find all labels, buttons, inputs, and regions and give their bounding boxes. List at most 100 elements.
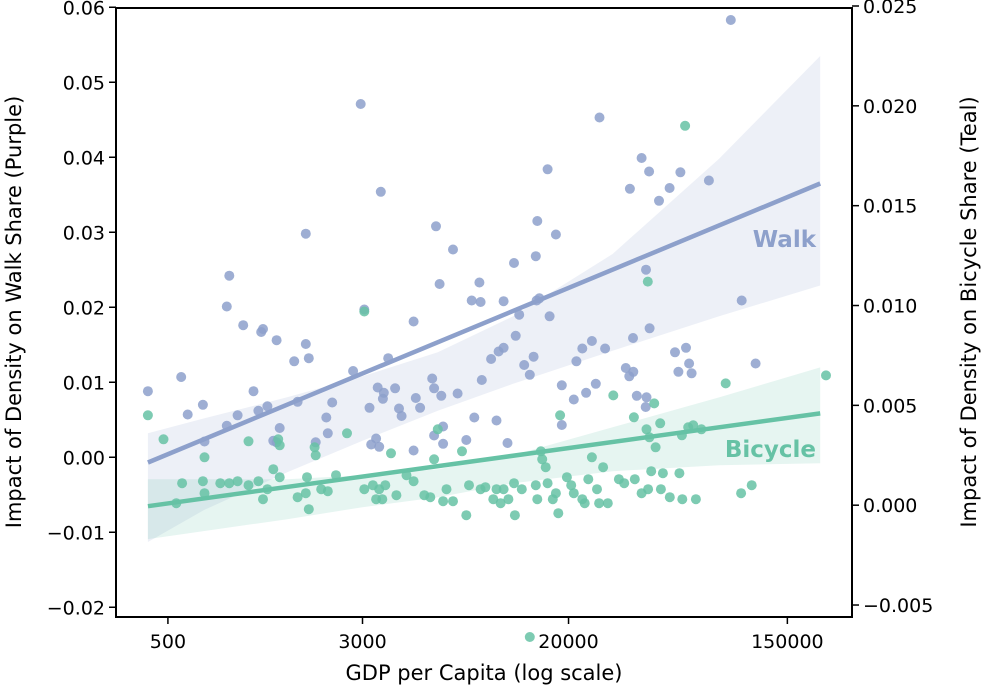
walk-point	[300, 228, 311, 239]
bicycle-point	[650, 442, 661, 453]
walk-confidence-band	[147, 56, 821, 542]
walk-point	[681, 342, 691, 353]
walk-point	[289, 356, 300, 367]
walk-point	[510, 330, 521, 341]
bicycle-point	[628, 412, 639, 423]
walk-point	[327, 397, 338, 408]
walk-point	[641, 392, 652, 403]
walk-point	[631, 390, 642, 401]
bicycle-point	[583, 474, 594, 485]
y-right-tick-label: 0.005	[863, 395, 917, 417]
walk-point	[303, 353, 314, 364]
bicycle-series-label: Bicycle	[725, 437, 816, 463]
bicycle-regression-line	[147, 411, 821, 509]
bicycle-point	[300, 488, 311, 499]
bicycle-point	[680, 120, 691, 131]
bicycle-point	[432, 424, 443, 435]
walk-point	[375, 186, 386, 197]
bicycle-point	[441, 484, 452, 495]
bicycle-point	[821, 370, 831, 381]
bicycle-point	[480, 482, 491, 493]
walk-point	[750, 358, 761, 369]
walk-point	[429, 383, 440, 394]
walk-point	[427, 373, 438, 384]
walk-point	[434, 279, 445, 289]
bicycle-point	[629, 474, 640, 485]
walk-regression-line	[147, 181, 822, 465]
walk-point	[556, 380, 567, 391]
bicycle-point	[498, 484, 509, 495]
walk-point	[221, 301, 232, 312]
walk-point	[491, 415, 502, 426]
bicycle-point	[448, 496, 458, 507]
walk-point	[182, 409, 193, 420]
bicycle-point	[598, 462, 609, 473]
walk-point	[408, 316, 419, 327]
walk-point	[197, 399, 208, 410]
y-right-tick-label: −0.005	[863, 595, 933, 617]
y-right-tick-label: 0.015	[863, 196, 917, 218]
bicycle-point	[215, 478, 226, 489]
walk-point	[519, 360, 530, 370]
y-left-tick-label: 0.00	[63, 447, 105, 469]
walk-point	[448, 244, 458, 255]
walk-point	[431, 221, 441, 232]
y-left-tick-label: 0.02	[63, 297, 105, 319]
walk-point	[664, 183, 675, 193]
walk-point	[594, 112, 605, 123]
y-left-tick-label: −0.01	[47, 522, 105, 544]
walk-point	[498, 296, 509, 307]
x-axis-title: GDP per Capita (log scale)	[346, 661, 623, 685]
bicycle-point	[619, 478, 630, 489]
walk-point	[725, 15, 736, 25]
plot-frame	[115, 7, 853, 618]
walk-point	[577, 343, 588, 354]
y-right-tick-label: 0.000	[863, 495, 917, 517]
walk-point	[644, 323, 655, 334]
bicycle-point	[386, 448, 396, 459]
walk-point	[571, 356, 582, 367]
x-tick-label: 3000	[338, 631, 386, 653]
walk-point	[600, 343, 611, 354]
walk-point	[644, 166, 655, 177]
bicycle-point	[309, 442, 320, 453]
walk-point	[466, 295, 477, 306]
y-left-tick-label: 0.04	[63, 147, 105, 169]
bicycle-point	[461, 510, 472, 521]
walk-point	[684, 358, 695, 369]
walk-series-label: Walk	[753, 227, 817, 253]
bicycle-point	[655, 418, 666, 429]
bicycle-point	[292, 492, 303, 503]
walk-point	[452, 388, 463, 399]
bicycle-point	[224, 478, 235, 489]
bicycle-point	[657, 468, 668, 479]
bicycle-point	[649, 398, 660, 409]
walk-point	[590, 378, 601, 389]
walk-point	[528, 351, 539, 362]
ticks: 500 3000 20000 150000 −0.02 −0.01 0.00 0.01 0.02…	[47, 0, 934, 653]
walk-point	[641, 264, 651, 275]
bicycle-point	[199, 488, 210, 499]
bicycle-point	[542, 478, 553, 489]
walk-point	[475, 297, 486, 307]
bicycle-point	[380, 480, 391, 491]
walk-point	[675, 167, 686, 178]
bicycle-point	[274, 440, 285, 451]
walk-point	[238, 320, 249, 331]
walk-point	[300, 339, 311, 349]
bicycle-point	[566, 480, 577, 491]
bicycle-point	[736, 488, 747, 499]
bicycle-point	[655, 484, 666, 495]
bicycle-point	[268, 464, 279, 475]
bicycle-point	[464, 480, 474, 491]
bicycle-point	[408, 476, 419, 487]
walk-point	[624, 183, 635, 194]
bicycle-point	[177, 478, 188, 489]
walk-point	[271, 335, 282, 346]
bicycle-point	[646, 466, 657, 477]
bicycle-point	[438, 496, 449, 507]
axes	[115, 7, 853, 618]
bicycle-point	[586, 452, 597, 463]
walk-point	[410, 393, 421, 403]
walk-point	[274, 423, 285, 433]
